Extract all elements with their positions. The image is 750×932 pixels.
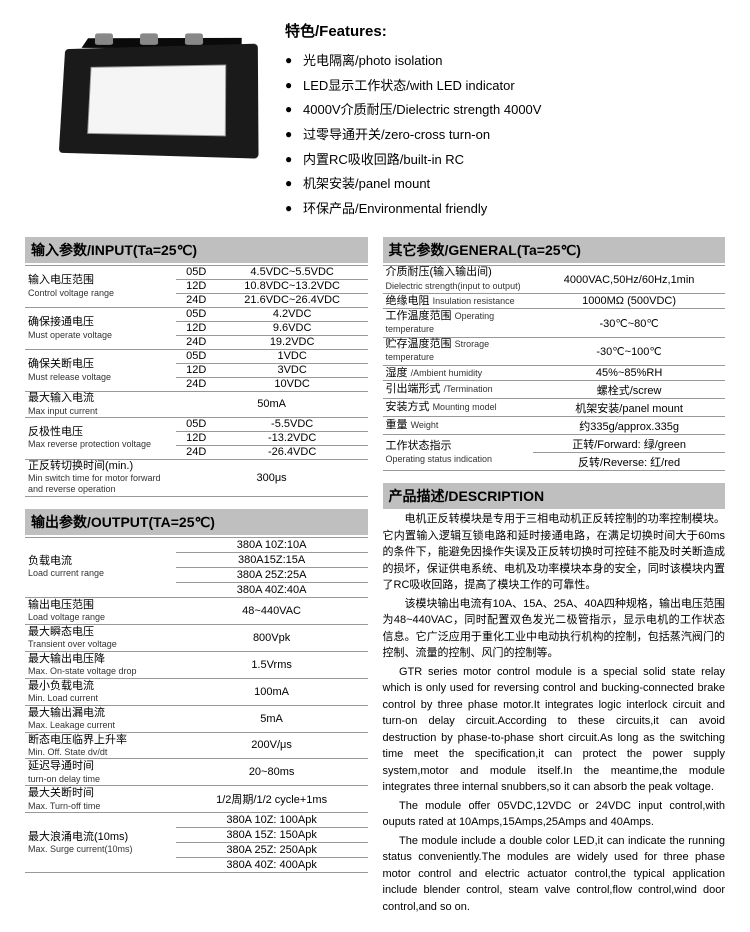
- feature-item: 过零导通开关/zero-cross turn-on: [285, 123, 725, 148]
- description-english: GTR series motor control module is a spe…: [383, 664, 726, 916]
- general-table: 介质耐压(输入输出间) Dielectric strength(input to…: [383, 265, 726, 472]
- product-image: [25, 15, 265, 175]
- description-header: 产品描述/DESCRIPTION: [383, 483, 726, 509]
- output-table: 负载电流Load current range380A 10Z:10A380A15…: [25, 537, 368, 874]
- features-title: 特色/Features:: [285, 20, 725, 41]
- features-section: 特色/Features: 光电隔离/photo isolationLED显示工作…: [285, 15, 725, 222]
- feature-item: 光电隔离/photo isolation: [285, 49, 725, 74]
- feature-item: LED显示工作状态/with LED indicator: [285, 74, 725, 99]
- features-list: 光电隔离/photo isolationLED显示工作状态/with LED i…: [285, 49, 725, 222]
- feature-item: 机架安装/panel mount: [285, 172, 725, 197]
- input-header: 输入参数/INPUT(Ta=25℃): [25, 237, 368, 263]
- description-chinese: 电机正反转模块是专用于三相电动机正反转控制的功率控制模块。它内置输入逻辑互锁电路…: [383, 511, 726, 662]
- output-header: 输出参数/OUTPUT(TA=25℃): [25, 509, 368, 535]
- general-header: 其它参数/GENERAL(Ta=25℃): [383, 237, 726, 263]
- input-table: 输入电压范围Control voltage range05D4.5VDC~5.5…: [25, 265, 368, 497]
- feature-item: 内置RC吸收回路/built-in RC: [285, 148, 725, 173]
- feature-item: 环保产品/Environmental friendly: [285, 197, 725, 222]
- feature-item: 4000V介质耐压/Dielectric strength 4000V: [285, 98, 725, 123]
